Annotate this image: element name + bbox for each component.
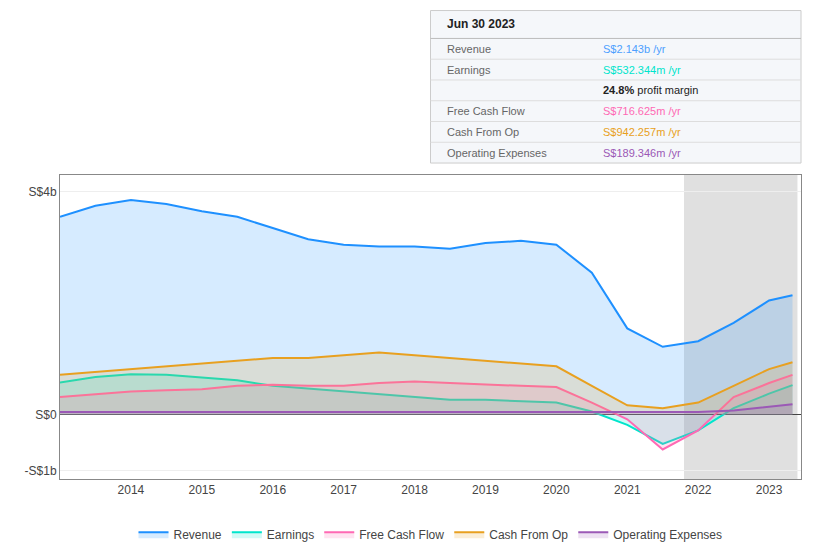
svg-text:S$189.346m /yr: S$189.346m /yr bbox=[603, 147, 681, 159]
svg-text:S$716.625m /yr: S$716.625m /yr bbox=[603, 105, 681, 117]
svg-text:S$942.257m /yr: S$942.257m /yr bbox=[603, 126, 681, 138]
svg-text:Operating Expenses: Operating Expenses bbox=[447, 147, 547, 159]
svg-text:2017: 2017 bbox=[330, 483, 357, 497]
svg-text:2014: 2014 bbox=[118, 483, 145, 497]
svg-text:2022: 2022 bbox=[685, 483, 712, 497]
svg-text:S$0: S$0 bbox=[35, 408, 57, 422]
svg-text:2023: 2023 bbox=[756, 483, 783, 497]
svg-text:Free Cash Flow: Free Cash Flow bbox=[447, 105, 525, 117]
svg-text:2020: 2020 bbox=[543, 483, 570, 497]
svg-text:24.8% profit margin: 24.8% profit margin bbox=[603, 84, 698, 96]
svg-text:Cash From Op: Cash From Op bbox=[447, 126, 519, 138]
svg-text:2018: 2018 bbox=[401, 483, 428, 497]
svg-text:Earnings: Earnings bbox=[267, 528, 314, 542]
svg-text:S$532.344m /yr: S$532.344m /yr bbox=[603, 64, 681, 76]
svg-text:Revenue: Revenue bbox=[447, 43, 491, 55]
svg-text:Earnings: Earnings bbox=[447, 64, 491, 76]
svg-text:Free Cash Flow: Free Cash Flow bbox=[359, 528, 444, 542]
svg-text:Revenue: Revenue bbox=[174, 528, 222, 542]
svg-text:Jun 30 2023: Jun 30 2023 bbox=[447, 17, 515, 31]
svg-text:2021: 2021 bbox=[614, 483, 641, 497]
svg-text:Cash From Op: Cash From Op bbox=[489, 528, 568, 542]
svg-text:S$4b: S$4b bbox=[29, 185, 57, 199]
svg-text:Operating Expenses: Operating Expenses bbox=[613, 528, 722, 542]
svg-text:S$2.143b /yr: S$2.143b /yr bbox=[603, 43, 666, 55]
svg-text:2015: 2015 bbox=[188, 483, 215, 497]
svg-text:-S$1b: -S$1b bbox=[25, 464, 57, 478]
svg-text:2019: 2019 bbox=[472, 483, 499, 497]
svg-text:2016: 2016 bbox=[259, 483, 286, 497]
